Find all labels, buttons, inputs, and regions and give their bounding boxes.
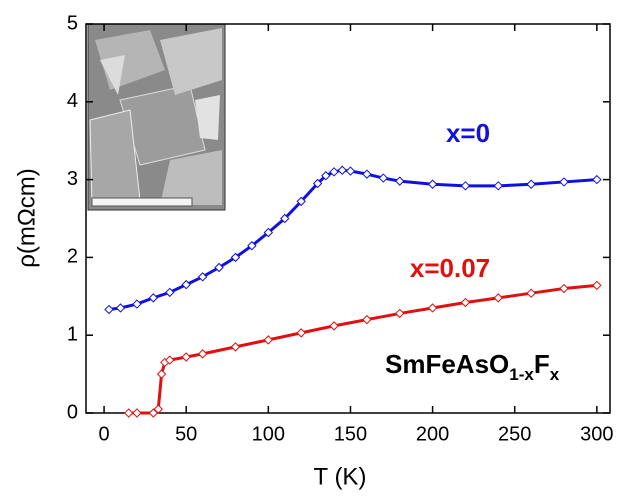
inset-image: [87, 23, 226, 211]
y-tick-label: 0: [67, 401, 78, 423]
data-point: [247, 241, 257, 251]
data-point: [559, 283, 569, 294]
y-tick-label: 5: [67, 12, 78, 34]
x-tick-label: 0: [99, 423, 110, 445]
data-point: [181, 352, 191, 362]
data-point: [165, 355, 175, 365]
data-point: [153, 404, 163, 414]
data-point: [526, 179, 536, 189]
data-point: [197, 272, 208, 282]
data-point: [329, 167, 339, 177]
series-label: x=0.07: [410, 253, 490, 283]
data-point: [156, 369, 167, 379]
x-axis-title: T (K): [314, 463, 367, 490]
formula-part: x: [550, 365, 560, 384]
data-point: [312, 178, 323, 189]
data-point: [559, 177, 569, 187]
data-point: [378, 173, 389, 183]
x-tick-label: 150: [334, 423, 367, 445]
x-tick-label: 100: [252, 423, 285, 445]
data-point: [104, 304, 114, 315]
x-tick-label: 250: [498, 423, 531, 445]
data-point: [460, 181, 471, 191]
data-point: [296, 328, 306, 338]
data-point: [280, 213, 290, 224]
formula-part: SmFeAsO: [385, 349, 509, 379]
y-tick-label: 1: [67, 323, 78, 345]
data-point: [526, 288, 536, 298]
data-point: [214, 262, 224, 273]
data-point: [493, 293, 504, 303]
data-point: [124, 408, 134, 418]
x-tick-label: 50: [175, 423, 197, 445]
data-point: [230, 252, 241, 263]
data-point: [263, 227, 274, 238]
data-point: [592, 174, 602, 185]
series-line: [128, 283, 598, 415]
data-point: [329, 321, 339, 331]
data-point: [197, 349, 208, 359]
data-point: [132, 408, 142, 418]
data-point: [165, 287, 175, 298]
data-point: [362, 169, 372, 179]
formula-part: F: [534, 349, 550, 379]
x-tick-label: 200: [416, 423, 449, 445]
data-point: [148, 408, 159, 418]
data-point: [362, 314, 372, 325]
data-point: [296, 196, 306, 207]
data-point: [427, 179, 438, 189]
x-tick-label: 300: [580, 423, 613, 445]
y-axis-title: ρ(mΩcm): [13, 168, 40, 268]
data-point: [181, 279, 191, 290]
data-point: [460, 297, 471, 308]
data-point: [148, 293, 159, 303]
y-tick-label: 2: [67, 246, 78, 268]
data-point: [395, 176, 405, 186]
y-tick-label: 4: [67, 90, 78, 112]
data-point: [115, 303, 126, 313]
data-point: [493, 181, 504, 191]
formula: SmFeAsO1-xFx: [385, 349, 560, 385]
data-point: [345, 166, 356, 176]
data-point: [263, 335, 274, 345]
series-label: x=0: [446, 118, 490, 148]
y-tick-label: 3: [67, 168, 78, 190]
data-point: [321, 171, 331, 181]
data-point: [395, 308, 405, 319]
plot-frame: [85, 23, 611, 414]
data-point: [337, 165, 347, 175]
data-point: [427, 303, 438, 313]
formula-part: 1-x: [509, 365, 534, 384]
data-point: [132, 299, 142, 309]
data-point: [592, 280, 602, 291]
data-point: [230, 342, 241, 352]
